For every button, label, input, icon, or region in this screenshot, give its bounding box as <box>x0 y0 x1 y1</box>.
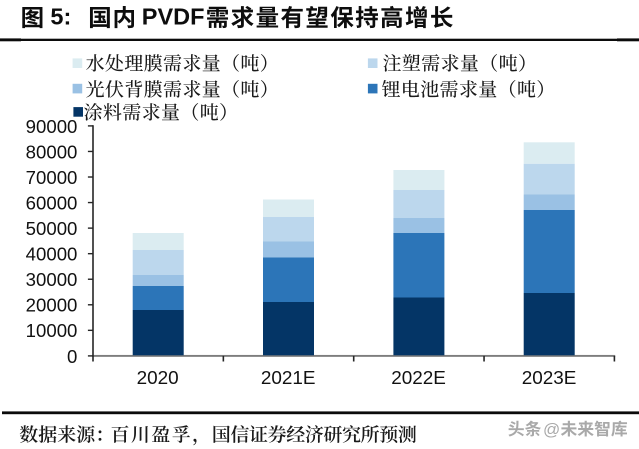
svg-text:2021E: 2021E <box>261 368 316 389</box>
svg-text:5:: 5: <box>50 4 71 30</box>
svg-text:70000: 70000 <box>26 167 78 188</box>
svg-text:60000: 60000 <box>26 192 78 213</box>
svg-text:20000: 20000 <box>26 295 78 316</box>
svg-text:40000: 40000 <box>26 244 78 265</box>
svg-text:2020: 2020 <box>137 368 179 389</box>
svg-text:0: 0 <box>67 346 77 367</box>
svg-text:80000: 80000 <box>26 141 78 162</box>
svg-text:@: @ <box>543 420 560 439</box>
svg-text:PVDF: PVDF <box>142 4 205 30</box>
svg-text:90000: 90000 <box>26 116 78 137</box>
svg-text:10000: 10000 <box>26 320 78 341</box>
svg-text:2023E: 2023E <box>522 368 577 389</box>
svg-text:30000: 30000 <box>26 269 78 290</box>
svg-text:2022E: 2022E <box>391 368 446 389</box>
svg-text:50000: 50000 <box>26 218 78 239</box>
